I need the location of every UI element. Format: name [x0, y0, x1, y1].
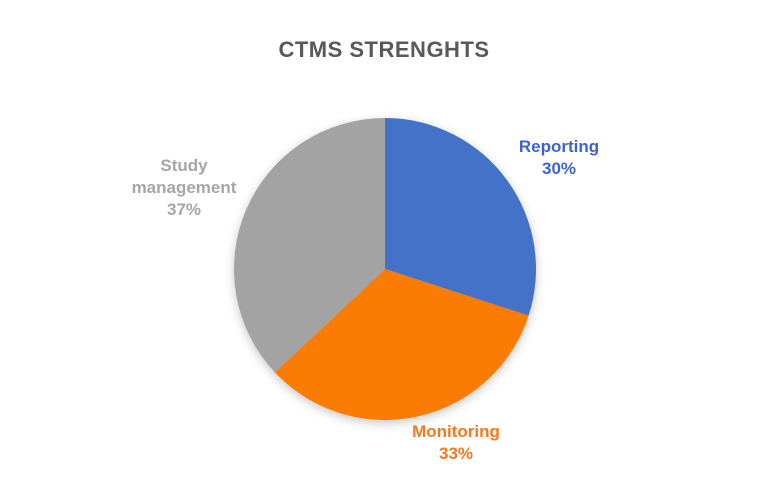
- data-label-reporting-value: 30%: [541, 159, 577, 178]
- data-label-monitoring: Monitoring 33%: [391, 421, 521, 465]
- data-label-monitoring-value: 33%: [438, 444, 474, 463]
- pie-chart: [234, 118, 536, 420]
- data-label-reporting-name: Reporting: [518, 137, 600, 156]
- data-label-reporting: Reporting 30%: [499, 136, 619, 180]
- data-label-study-management-name: Study management: [131, 156, 237, 197]
- data-label-monitoring-name: Monitoring: [412, 422, 500, 441]
- data-label-study-management-value: 37%: [166, 200, 202, 219]
- data-label-study-management: Study management 37%: [124, 155, 244, 221]
- pie-slice-monitoring: [274, 269, 529, 420]
- chart-title: CTMS STRENGHTS: [278, 37, 490, 62]
- pie-slice-study-management: [234, 118, 385, 373]
- pie-slice-reporting: [385, 118, 536, 316]
